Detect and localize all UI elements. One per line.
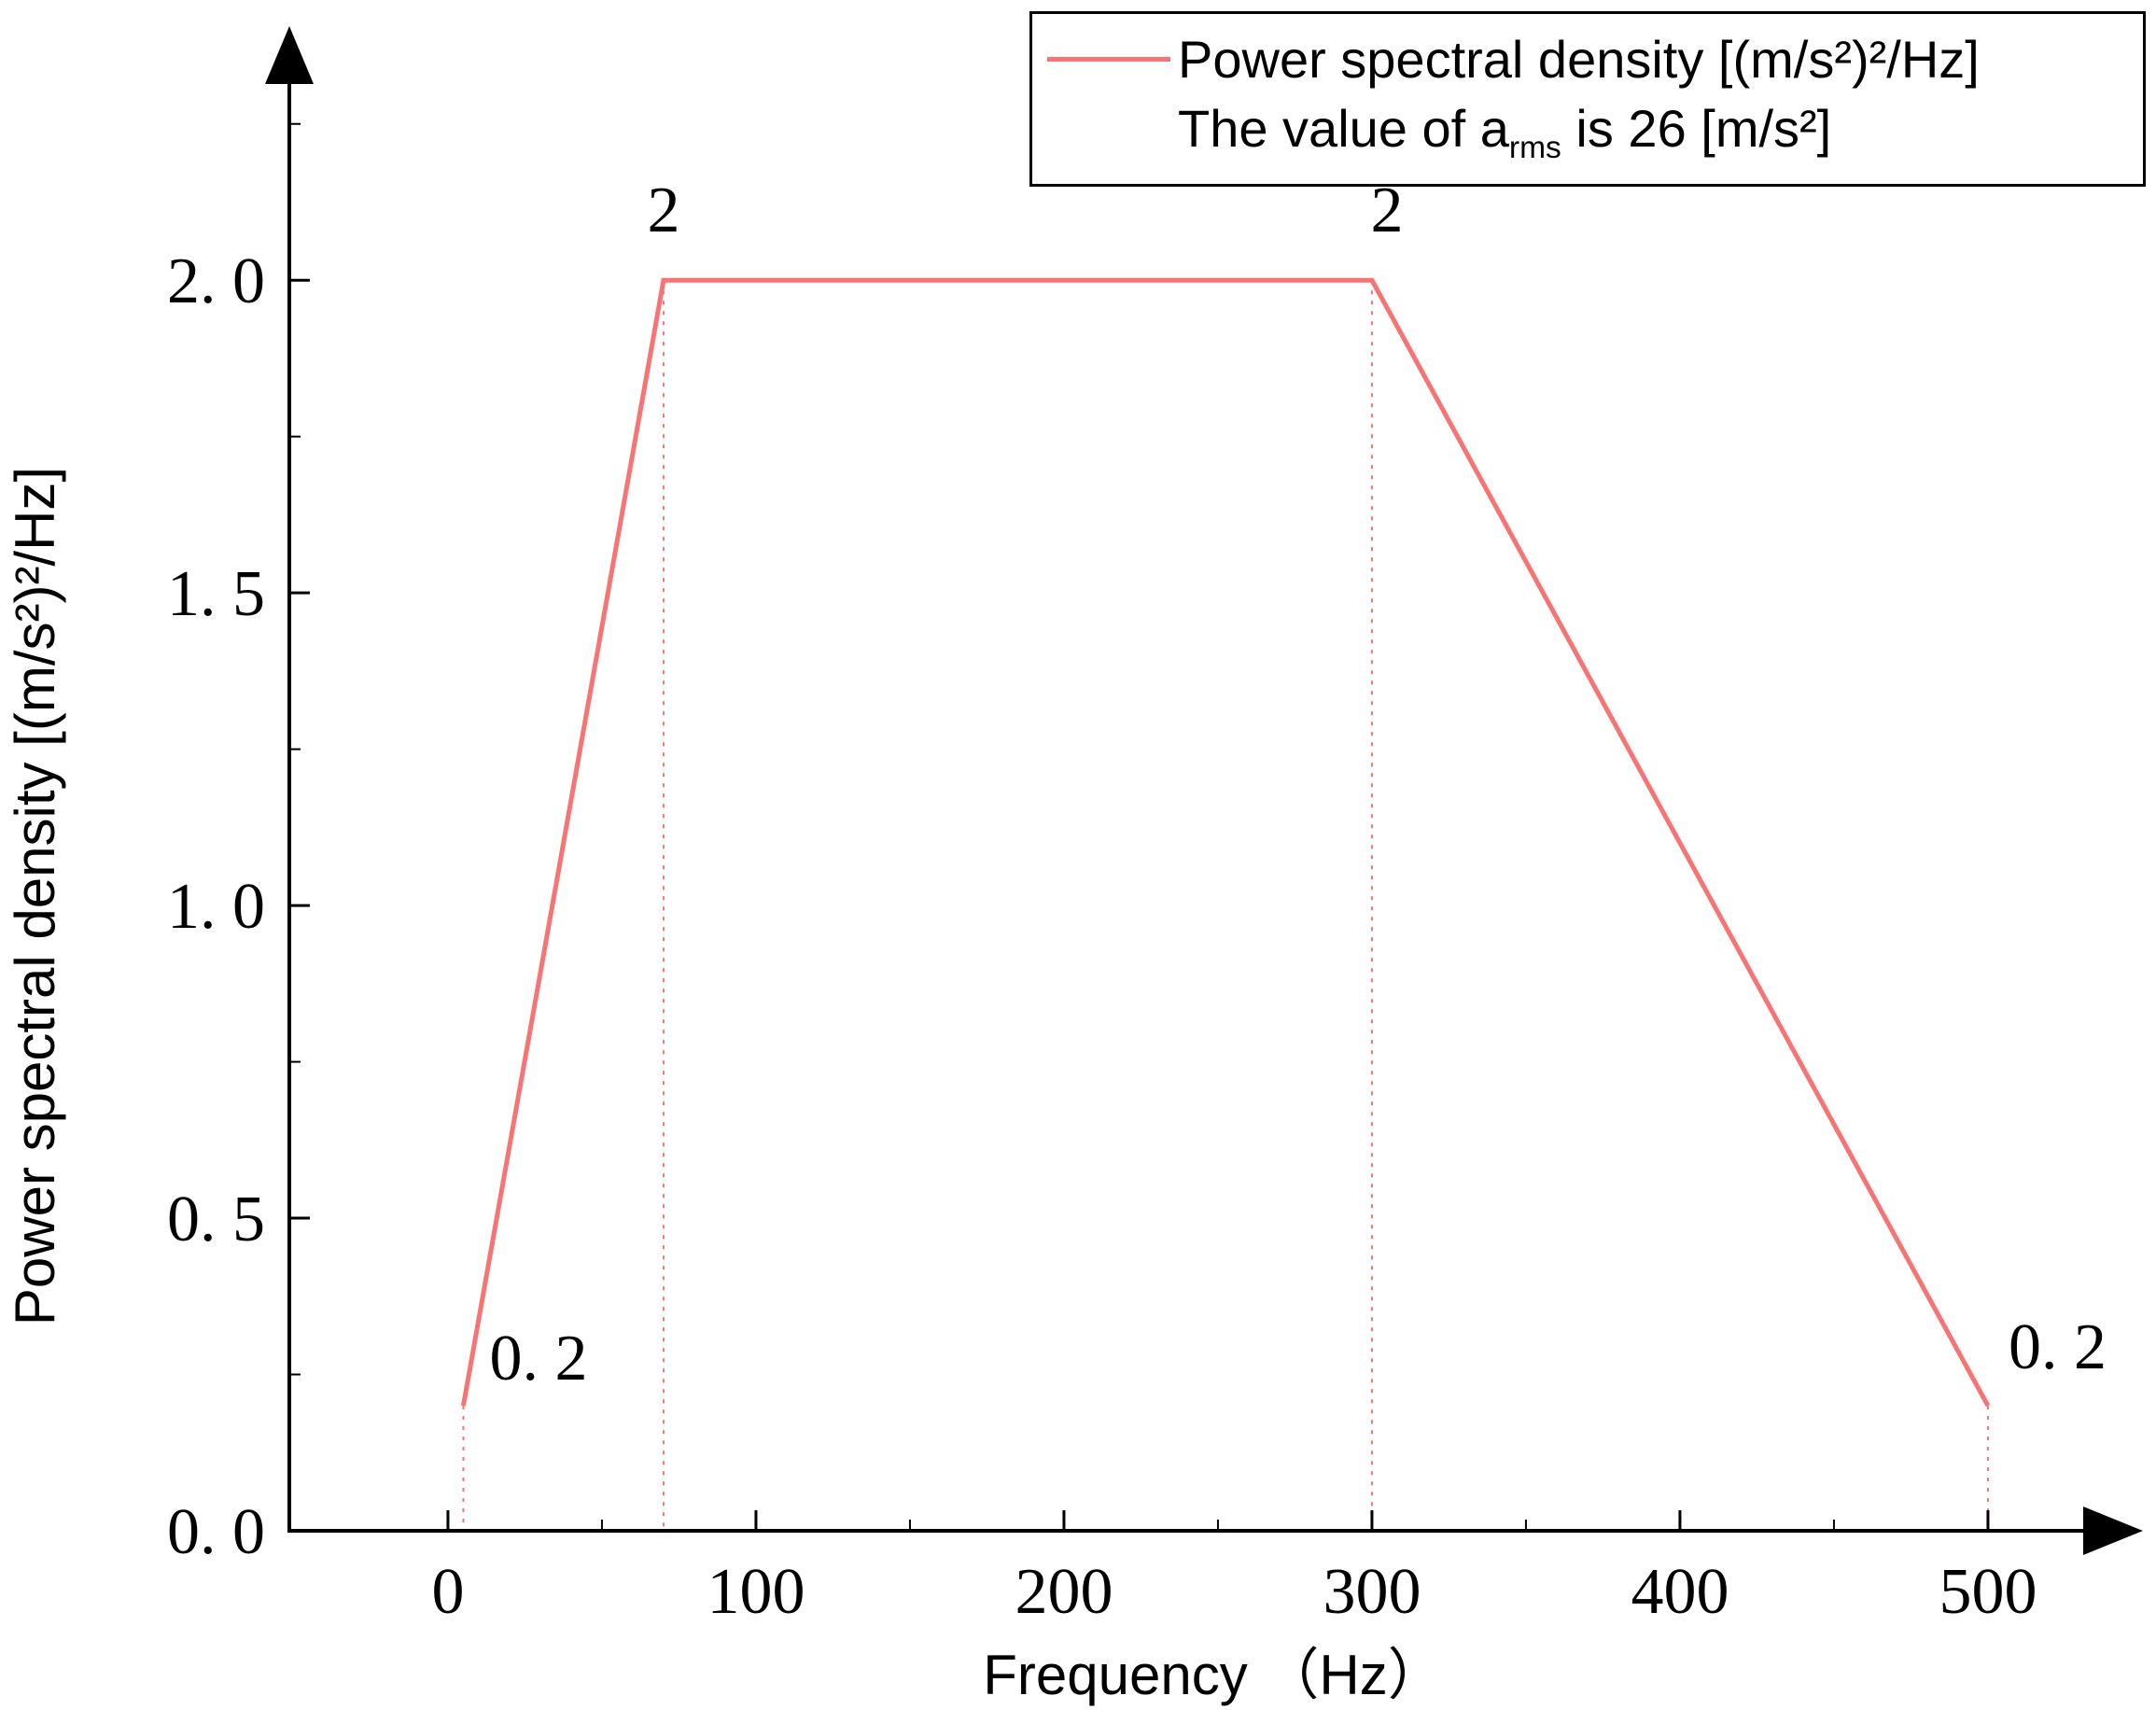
legend-arms-text: The value of arms is 26 [m/s²]: [1178, 98, 1832, 166]
x-tick-label: 200: [1015, 1556, 1113, 1628]
point-label: 0. 2: [2009, 1311, 2107, 1383]
legend-row-arms: The value of arms is 26 [m/s²]: [1178, 94, 2126, 170]
x-tick-label: 0: [431, 1556, 464, 1628]
point-label: 2: [647, 175, 679, 246]
legend-line-sample-icon: [1047, 57, 1170, 63]
y-tick-label: 1. 5: [167, 558, 265, 630]
x-tick-label: 400: [1631, 1556, 1729, 1628]
y-axis-arrow-icon: [265, 26, 314, 84]
y-tick-label: 0. 5: [167, 1184, 265, 1255]
legend-series-label: Power spectral density [(m/s²)²/Hz]: [1178, 30, 1980, 89]
y-tick-label: 1. 0: [167, 871, 265, 943]
point-label: 0. 2: [489, 1323, 587, 1395]
x-axis-arrow-icon: [2083, 1507, 2143, 1555]
psd-line: [460, 277, 1991, 1408]
series-layer: [460, 277, 1991, 1408]
y-tick-label: 2. 0: [167, 245, 265, 317]
y-axis-title: Power spectral density [(m/s²)²/Hz]: [4, 467, 66, 1325]
point-labels-layer: 0. 22 20. 2: [489, 175, 2107, 1395]
axes-layer: 0 100 200 300 400 500 0. 0 0. 5 1. 0 1. 5 2. 0: [167, 26, 2143, 1628]
x-axis-title: Frequency （Hz）: [983, 1644, 1443, 1706]
droplines-layer: [462, 280, 1989, 1531]
x-tick-label: 500: [1939, 1556, 2037, 1628]
y-tick-label: 0. 0: [167, 1496, 265, 1568]
legend-row-series: Power spectral density [(m/s²)²/Hz]: [1047, 25, 2126, 94]
x-tick-label: 100: [707, 1556, 805, 1628]
x-tick-label: 300: [1323, 1556, 1421, 1628]
legend: Power spectral density [(m/s²)²/Hz] The …: [1029, 11, 2146, 188]
